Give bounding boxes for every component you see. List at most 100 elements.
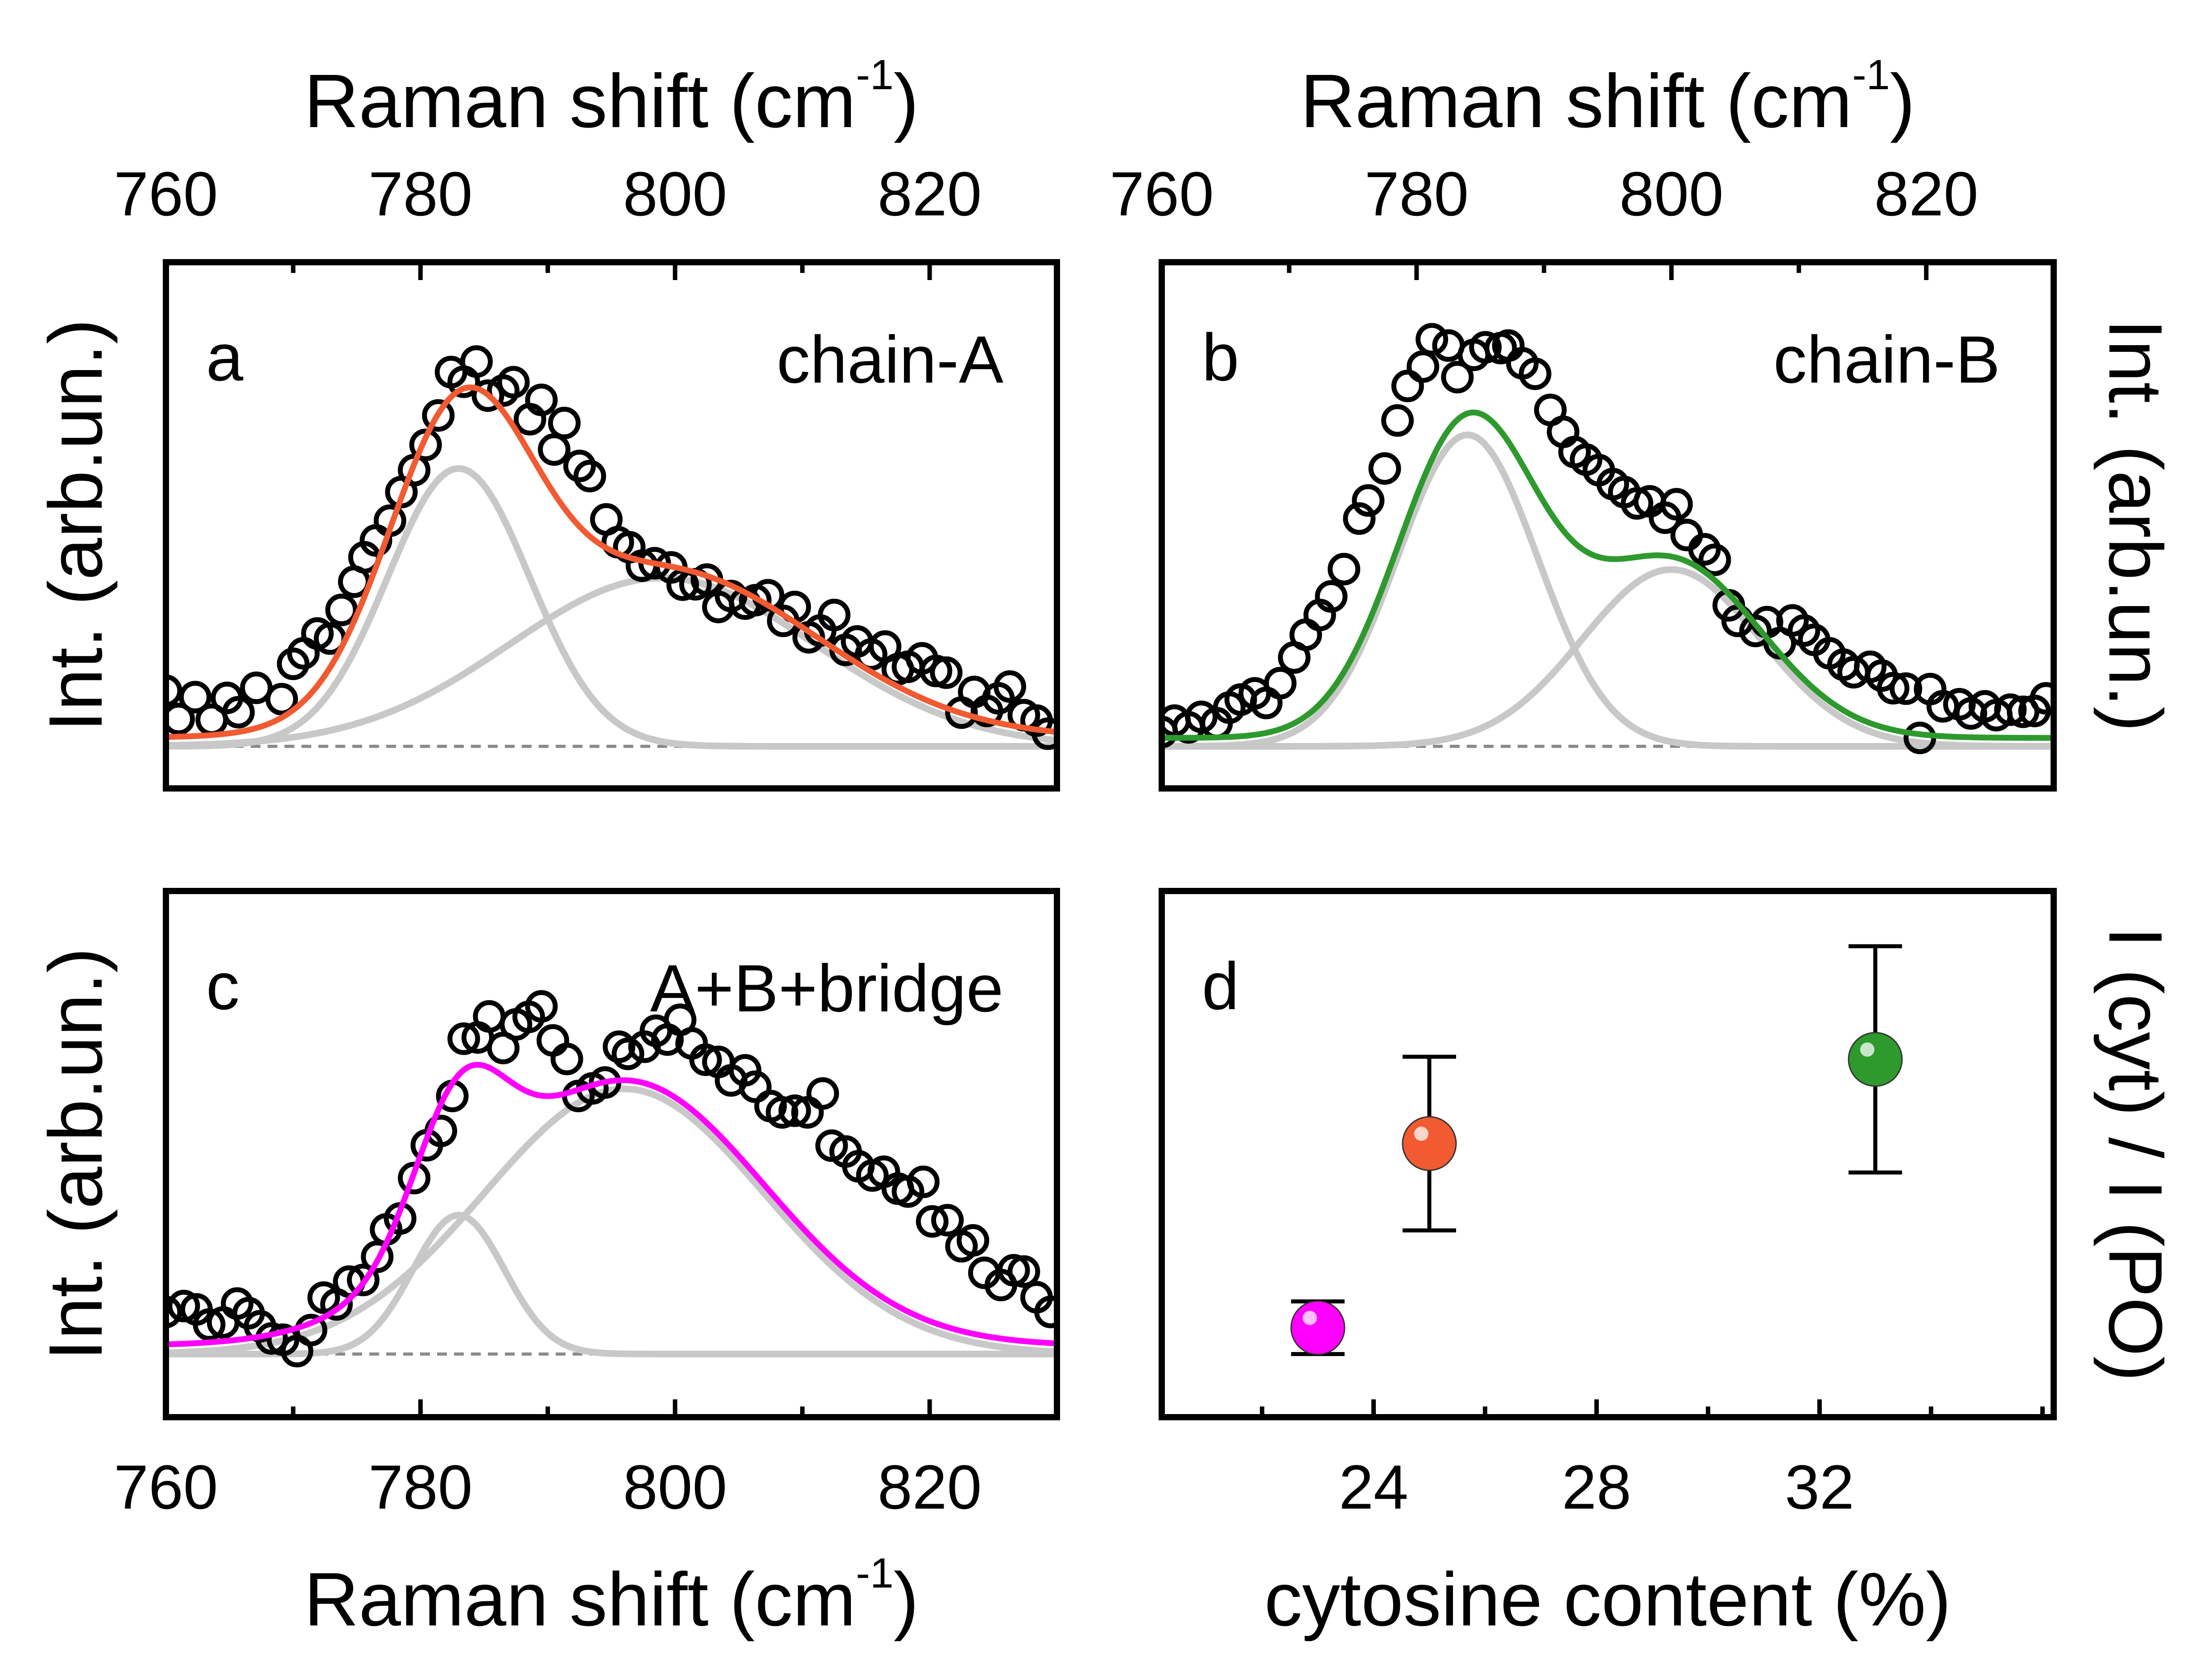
data-point-c-29 bbox=[525, 990, 558, 1023]
y-axis-title-b: Int. (arb.un.) bbox=[2093, 319, 2178, 732]
x-tick-label-c-0: 760 bbox=[114, 1452, 218, 1522]
data-point-c-60 bbox=[916, 1205, 949, 1238]
data-point-b-41 bbox=[1670, 519, 1703, 552]
x-tick-label-d-2: 32 bbox=[1785, 1452, 1854, 1522]
data-point-a-30 bbox=[548, 407, 581, 440]
x-tick-label-a-3: 820 bbox=[878, 159, 982, 229]
data-point-b-37 bbox=[1621, 487, 1654, 520]
panel-letter-b: b bbox=[1202, 320, 1239, 395]
data-point-a-24 bbox=[471, 379, 504, 412]
x-axis-title-end: ) bbox=[894, 1557, 919, 1642]
data-point-c-45 bbox=[729, 1054, 762, 1087]
data-point-a-28 bbox=[525, 384, 558, 417]
data-point-c-49 bbox=[778, 1094, 811, 1127]
data-point-b-40 bbox=[1660, 488, 1693, 521]
data-point-b-15 bbox=[1343, 502, 1376, 535]
frame-a bbox=[163, 259, 1060, 792]
data-point-b-50 bbox=[1787, 614, 1820, 647]
component-curve-b-1 bbox=[1162, 431, 2054, 750]
data-point-c-59 bbox=[907, 1165, 940, 1198]
panel-letter-c: c bbox=[206, 949, 239, 1023]
x-axis-title-main: Raman shift (cm bbox=[304, 59, 856, 144]
x-tick-label-b-3: 820 bbox=[1874, 159, 1978, 229]
x-axis-title-end: ) bbox=[1890, 59, 1915, 144]
data-point-a-65 bbox=[993, 670, 1026, 703]
x-tick-label-d-1: 28 bbox=[1562, 1452, 1631, 1522]
scatter-point-1 bbox=[1402, 1116, 1457, 1171]
x-tick-label-a-0: 760 bbox=[114, 159, 218, 229]
frame-d bbox=[1159, 888, 2057, 1420]
x-tick-label-c-3: 820 bbox=[878, 1452, 982, 1522]
data-point-b-29 bbox=[1519, 357, 1552, 390]
panel-c: 760 780 800 820 Raman shift (cm-1) Int. (arb.… bbox=[33, 888, 1060, 1642]
data-point-c-51 bbox=[806, 1077, 839, 1110]
data-point-c-30 bbox=[536, 1024, 570, 1057]
fit-curve-a bbox=[166, 384, 1057, 740]
data-point-b-57 bbox=[1877, 672, 1910, 705]
data-point-b-11 bbox=[1289, 618, 1322, 651]
data-point-a-1 bbox=[166, 702, 195, 735]
data-point-c-31 bbox=[550, 1043, 583, 1076]
x-tick-label-a-1: 780 bbox=[368, 159, 473, 229]
scatter-highlight-1 bbox=[1414, 1126, 1428, 1141]
x-tick-label-b-1: 780 bbox=[1365, 159, 1469, 229]
component-curve-c-2 bbox=[166, 1085, 1057, 1357]
scatter-highlight-0 bbox=[1303, 1311, 1317, 1325]
data-point-c-19 bbox=[398, 1162, 431, 1195]
x-axis-title-sup: -1 bbox=[856, 1550, 893, 1597]
component-curve-a-2 bbox=[166, 574, 1057, 749]
x-tick-label-c-1: 780 bbox=[368, 1452, 473, 1522]
data-point-b-16 bbox=[1352, 484, 1385, 517]
x-axis-title-end: ) bbox=[894, 59, 919, 144]
panel-name-b: chain-B bbox=[1773, 322, 2000, 397]
frame-c bbox=[163, 888, 1060, 1420]
scatter-highlight-2 bbox=[1860, 1042, 1874, 1057]
data-point-a-68 bbox=[1032, 717, 1057, 750]
plot-area-a bbox=[166, 345, 1057, 750]
data-point-a-0 bbox=[166, 674, 182, 707]
panel-d: 24 28 32 cytosine content (%) I (cyt) / I (P… bbox=[1159, 888, 2178, 1642]
x-tick-label-d-0: 24 bbox=[1339, 1452, 1408, 1522]
plot-area-b bbox=[1162, 323, 2054, 755]
x-axis-title-sup: -1 bbox=[1852, 51, 1890, 99]
panel-name-c: A+B+bridge bbox=[650, 951, 1003, 1026]
data-point-c-67 bbox=[1007, 1255, 1040, 1288]
x-tick-label-c-2: 800 bbox=[623, 1452, 727, 1522]
data-point-a-8 bbox=[276, 648, 310, 681]
y-axis-title-d: I (cyt) / I (PO) bbox=[2093, 927, 2178, 1382]
component-curve-a-1 bbox=[166, 465, 1057, 750]
data-point-b-17 bbox=[1368, 452, 1401, 485]
x-tick-label-a-2: 800 bbox=[623, 159, 727, 229]
panel-name-a: chain-A bbox=[776, 322, 1003, 397]
data-point-b-19 bbox=[1391, 370, 1424, 402]
data-point-a-23 bbox=[460, 345, 493, 378]
x-axis-title-sup: -1 bbox=[856, 51, 893, 99]
component-curve-c-1 bbox=[166, 1212, 1057, 1357]
panel-b: 760 780 800 820 Raman shift (cm-1) Int. (arb.… bbox=[1110, 51, 2178, 792]
fit-curve-b bbox=[1162, 409, 2054, 741]
data-point-a-26 bbox=[497, 366, 530, 399]
data-point-b-21 bbox=[1416, 323, 1449, 356]
panel-a: 760 780 800 820 Raman shift (cm-1) Int. (arb.… bbox=[33, 51, 1060, 792]
data-point-c-23 bbox=[447, 1022, 480, 1055]
data-point-b-14 bbox=[1328, 553, 1361, 586]
y-axis-title-c: Int. (arb.un.) bbox=[33, 948, 118, 1361]
data-point-c-0 bbox=[166, 1295, 182, 1328]
data-point-b-3 bbox=[1185, 701, 1218, 733]
data-point-c-42 bbox=[689, 1043, 722, 1076]
data-point-b-58 bbox=[1890, 672, 1923, 705]
scatter-point-2 bbox=[1848, 1032, 1903, 1087]
x-axis-title-main: Raman shift (cm bbox=[1300, 59, 1852, 144]
data-point-b-9 bbox=[1264, 667, 1297, 700]
data-point-c-3 bbox=[193, 1308, 226, 1341]
data-point-a-19 bbox=[409, 429, 442, 462]
data-point-a-20 bbox=[422, 399, 455, 432]
x-axis-title-d: cytosine content (%) bbox=[1264, 1557, 1951, 1642]
data-point-a-2 bbox=[179, 681, 212, 714]
data-point-a-51 bbox=[818, 598, 850, 631]
data-point-b-67 bbox=[2006, 695, 2039, 728]
x-axis-title-b: Raman shift (cm-1) bbox=[1300, 51, 1915, 144]
data-point-c-63 bbox=[957, 1224, 990, 1257]
data-point-b-43 bbox=[1698, 543, 1731, 576]
